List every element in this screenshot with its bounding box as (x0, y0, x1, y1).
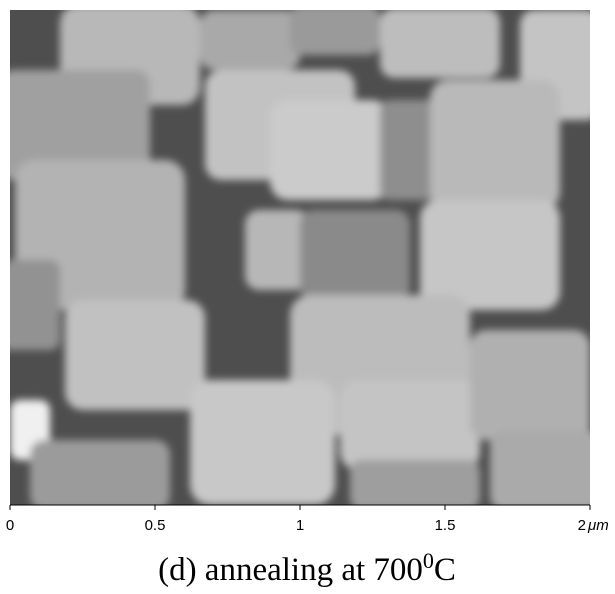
tick-label: 0.5 (145, 517, 166, 534)
tick-label: 1 (296, 517, 304, 534)
caption: (d) annealing at 7000C (158, 548, 456, 588)
grains (10, 10, 590, 505)
caption-text: (d) annealing at 700 (158, 552, 423, 588)
axis-unit: μm (587, 517, 609, 534)
x-axis-ticks: 0 0.5 1 1.5 2 μm (6, 505, 609, 534)
tick-label: 0 (6, 517, 14, 534)
tick-label: 2 (578, 517, 586, 534)
caption-suffix: C (434, 552, 456, 588)
afm-image (10, 10, 590, 505)
caption-superscript: 0 (423, 548, 434, 573)
tick-label: 1.5 (435, 517, 456, 534)
